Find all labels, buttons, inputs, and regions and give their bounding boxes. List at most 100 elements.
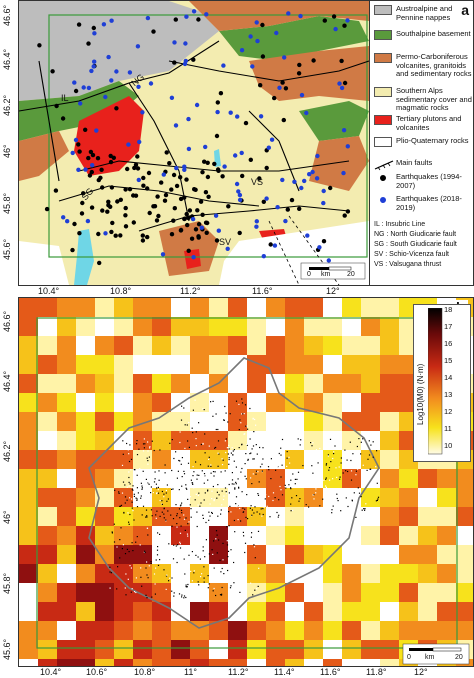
- seismicity-point: [150, 486, 152, 488]
- grid-cell: [228, 298, 247, 317]
- seismicity-point: [377, 480, 379, 483]
- seismicity-point: [198, 474, 200, 476]
- seismicity-point: [175, 504, 177, 506]
- seismicity-point: [243, 493, 245, 495]
- earthquake-marker: [131, 193, 136, 198]
- earthquake-marker: [109, 78, 114, 83]
- seismicity-point: [219, 507, 221, 510]
- seismicity-point: [258, 481, 260, 483]
- seismicity-point: [233, 449, 235, 451]
- seismicity-point: [153, 481, 156, 483]
- seismicity-point: [144, 551, 146, 554]
- panel-a-ytick-4: 45.8°: [2, 192, 12, 214]
- blue-dot-icon: [380, 197, 386, 203]
- seismicity-point: [139, 468, 141, 470]
- earthquake-marker: [266, 145, 271, 150]
- grid-cell: [361, 488, 380, 507]
- seismicity-point: [276, 511, 278, 514]
- seismicity-point: [192, 475, 194, 477]
- grid-cell: [380, 393, 399, 412]
- grid-cell: [266, 602, 285, 621]
- seismicity-point: [217, 452, 219, 454]
- grid-cell: [95, 488, 114, 507]
- grid-cell: [57, 374, 76, 393]
- seismicity-point: [340, 462, 342, 464]
- seismicity-point: [176, 513, 178, 515]
- grid-cell: [57, 659, 76, 666]
- seismicity-point: [165, 575, 168, 577]
- seismicity-point: [355, 470, 357, 472]
- seismicity-point: [139, 544, 141, 546]
- seismicity-point: [152, 492, 154, 494]
- seismicity-point: [146, 597, 148, 599]
- earthquake-marker: [172, 40, 177, 45]
- seismicity-point: [228, 448, 230, 450]
- earthquake-marker: [105, 209, 110, 214]
- grid-cell: [152, 640, 171, 659]
- seismicity-point: [235, 481, 237, 483]
- grid-cell: [209, 602, 228, 621]
- seismicity-point: [268, 495, 270, 498]
- earthquake-marker: [206, 194, 211, 199]
- panel-b-ytick-2: 46.2°: [2, 440, 12, 462]
- seismicity-point: [333, 451, 335, 453]
- colorbar-tick-14: 14: [444, 373, 453, 382]
- seismicity-point: [203, 581, 205, 583]
- grid-cell: [266, 640, 285, 659]
- seismicity-point: [254, 418, 256, 421]
- grid-cell: [399, 545, 418, 564]
- seismicity-point: [278, 499, 280, 501]
- earthquake-marker: [73, 137, 79, 143]
- grid-cell: [76, 374, 95, 393]
- earthquake-marker: [182, 167, 187, 172]
- seismicity-point: [213, 540, 215, 542]
- earthquake-marker: [136, 177, 141, 183]
- grid-cell: [323, 602, 342, 621]
- seismicity-point: [141, 485, 143, 487]
- earthquake-marker: [92, 59, 97, 64]
- earthquake-marker: [321, 239, 327, 244]
- grid-cell: [95, 621, 114, 640]
- grid-cell: [95, 336, 114, 355]
- seismicity-point: [360, 453, 362, 455]
- colorbar-tick-15: 15: [444, 356, 453, 365]
- panel-b-xtick-7: 11.8°: [366, 667, 387, 677]
- seismicity-point: [241, 398, 243, 400]
- seismicity-point: [207, 421, 209, 423]
- earthquake-marker: [254, 20, 259, 25]
- grid-cell: [190, 640, 209, 659]
- grid-cell: [247, 336, 266, 355]
- grid-cell: [399, 526, 418, 545]
- earthquake-marker: [191, 57, 196, 62]
- seismicity-point: [238, 429, 240, 431]
- seismicity-point: [243, 501, 245, 504]
- seismicity-point: [109, 566, 111, 568]
- seismicity-point: [221, 507, 223, 509]
- seismicity-point: [284, 484, 286, 486]
- seismicity-point: [186, 504, 188, 506]
- seismicity-point: [230, 452, 232, 454]
- seismicity-point: [216, 552, 218, 554]
- map-label-vs: VS: [251, 177, 264, 187]
- seismicity-point: [225, 412, 227, 414]
- seismicity-point: [147, 463, 149, 465]
- grid-cell: [266, 659, 285, 666]
- seismicity-point: [157, 489, 159, 491]
- seismicity-point: [245, 453, 247, 455]
- seismicity-point: [212, 400, 214, 402]
- earthquake-marker: [171, 172, 177, 178]
- grid-cell: [19, 393, 38, 412]
- seismicity-point: [328, 510, 330, 512]
- grid-cell: [437, 564, 456, 583]
- seismicity-point: [283, 438, 285, 440]
- seismicity-point: [193, 572, 195, 574]
- grid-cell: [399, 488, 418, 507]
- seismicity-point: [117, 566, 119, 568]
- seismicity-point: [151, 596, 153, 598]
- seismicity-point: [257, 471, 259, 473]
- seismicity-point: [332, 505, 334, 507]
- seismicity-point: [260, 499, 262, 502]
- seismicity-point: [250, 495, 253, 497]
- scale-end-a: 20: [347, 271, 355, 278]
- seismicity-point: [179, 550, 181, 552]
